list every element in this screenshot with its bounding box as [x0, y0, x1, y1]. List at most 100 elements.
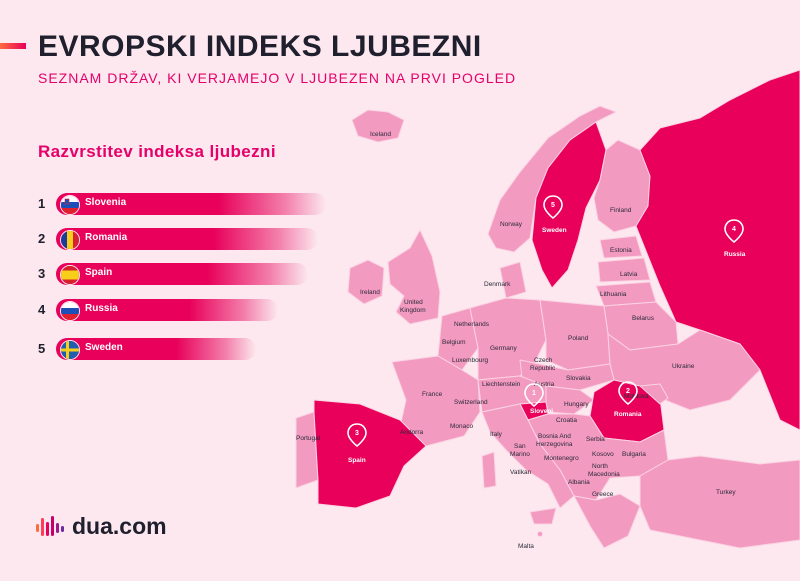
- map-label-germany: Germany: [490, 345, 517, 352]
- map-pin-spain[interactable]: 3: [347, 423, 367, 448]
- ranking-title: Razvrstitev indeksa ljubezni: [38, 142, 276, 161]
- map-label-czech-line2: Republic: [530, 365, 556, 372]
- ranking-bar: [56, 299, 278, 321]
- map-pin-romania[interactable]: 2: [618, 381, 638, 406]
- ranking-number: 4: [38, 302, 46, 317]
- map-pin-slovenia-number: 1: [532, 390, 536, 397]
- slovenia-flag-icon: [60, 195, 80, 215]
- map-pin-slovenia[interactable]: 1: [524, 383, 544, 408]
- map-label-turkey: Turkey: [716, 489, 736, 496]
- map-label-sweden: Sweden: [542, 227, 567, 234]
- map-label-france: France: [422, 391, 443, 398]
- map-pin-romania-number: 2: [626, 388, 630, 395]
- map-pin-spain-number: 3: [355, 430, 359, 437]
- map-label-greece: Greece: [592, 491, 614, 498]
- map-country-ireland: [347, 259, 385, 305]
- ranking-number: 3: [38, 266, 46, 281]
- map-country-hungary: [545, 385, 595, 415]
- ranking-row: 5 Sweden: [38, 338, 298, 360]
- ranking-row: 1 Slovenia: [38, 193, 326, 215]
- map-label-belarus: Belarus: [632, 315, 655, 322]
- ranking-country: Spain: [85, 267, 113, 278]
- map-label-bulgaria: Bulgaria: [622, 451, 646, 458]
- map-label-poland: Poland: [568, 335, 589, 342]
- ranking-row: 2 Romania: [38, 228, 318, 250]
- map-label-liechtenstein: Liechtenstein: [482, 381, 521, 388]
- ranking-row: 3 Spain: [38, 263, 308, 285]
- ranking-bar: [56, 338, 256, 360]
- ranking-country: Sweden: [85, 342, 123, 353]
- map-label-north-macedonia-line2: Macedonia: [588, 471, 620, 478]
- russia-flag-icon: [60, 301, 80, 321]
- map-label-latvia: Latvia: [620, 271, 638, 278]
- ranking-country: Slovenia: [85, 197, 127, 208]
- map-label-luxembourg: Luxembourg: [452, 357, 489, 364]
- spain-flag-icon: [60, 265, 80, 285]
- ranking-bar: [56, 228, 318, 250]
- map-country-moldova: [639, 383, 669, 405]
- map-label-andorra: Andorra: [400, 429, 424, 436]
- page-title: EVROPSKI INDEKS LJUBEZNI: [38, 30, 482, 63]
- map-label-montenegro: Montenegro: [544, 455, 579, 462]
- map-label-spain: Spain: [348, 457, 366, 464]
- map-label-belgium: Belgium: [442, 339, 465, 346]
- map-label-serbia: Serbia: [586, 436, 605, 443]
- map-pin-sweden[interactable]: 5: [543, 195, 563, 220]
- map-label-romania: Romania: [614, 411, 642, 418]
- ranking-country: Romania: [85, 232, 128, 243]
- map-label-san-marino-line1: San: [514, 443, 526, 450]
- map-label-uk-line1: United: [404, 299, 423, 306]
- map-country-france: [391, 355, 481, 447]
- page-subtitle: SEZNAM DRŽAV, KI VERJAMEJO V LJUBEZEN NA…: [38, 70, 517, 86]
- ranking-country: Russia: [85, 303, 118, 314]
- map-pin-russia[interactable]: 4: [724, 219, 744, 244]
- map-label-monaco: Monaco: [450, 423, 474, 430]
- map-country-spain: [313, 399, 427, 509]
- map-island-sardinia: [481, 451, 497, 489]
- map-label-czech-line1: Czech: [534, 357, 553, 364]
- map-country-denmark: [499, 261, 527, 299]
- map-label-estonia: Estonia: [610, 247, 632, 254]
- map-label-albania: Albania: [568, 479, 590, 486]
- map-pin-russia-number: 4: [732, 226, 736, 233]
- map-label-hungary: Hungary: [564, 401, 589, 408]
- map-label-italy: Italy: [490, 431, 503, 438]
- map-label-malta: Malta: [518, 543, 534, 550]
- map-country-malta: [537, 531, 543, 537]
- map-label-denmark: Denmark: [484, 281, 511, 288]
- ranking-number: 2: [38, 231, 46, 246]
- map-label-iceland: Iceland: [370, 131, 391, 138]
- map-country-italy: [481, 403, 575, 509]
- map-country-iceland: [351, 109, 405, 143]
- map-label-finland: Finland: [610, 207, 632, 214]
- map-pin-sweden-number: 5: [551, 202, 555, 209]
- map-label-vatikan: Vatikan: [510, 469, 532, 476]
- map-label-uk-line2: Kingdom: [400, 307, 426, 314]
- map-label-moldova: Moldova: [624, 393, 649, 400]
- map-label-switzerland: Switzerland: [454, 399, 488, 406]
- map-label-portugal: Portugal: [296, 435, 321, 442]
- ranking-number: 1: [38, 196, 46, 211]
- map-label-lithuania: Lithuania: [600, 291, 627, 298]
- map-label-norway: Norway: [500, 221, 523, 228]
- map-label-austria: Austria: [534, 381, 555, 388]
- map-country-sweden: [531, 121, 607, 289]
- ranking-row: 4 Russia: [38, 299, 298, 321]
- map-label-bosnia-line2: Herzegovina: [536, 441, 573, 448]
- dua-logo-icon: [36, 515, 64, 536]
- map-country-uk: [387, 229, 441, 325]
- ranking-number: 5: [38, 341, 46, 356]
- title-accent-bar: [0, 43, 26, 49]
- map-label-ireland: Ireland: [360, 289, 380, 296]
- map-label-slovenia: Sloveni: [530, 408, 553, 415]
- map-country-greece: [573, 493, 641, 549]
- map-country-turkey: [639, 455, 800, 549]
- ranking-bar: [56, 193, 326, 215]
- map-label-kosovo: Kosovo: [592, 451, 614, 458]
- map-label-bosnia-line1: Bosnia And: [538, 433, 571, 440]
- map-label-croatia: Croatia: [556, 417, 577, 424]
- dua-logo[interactable]: dua.com: [36, 513, 167, 540]
- map-label-north-macedonia-line1: North: [592, 463, 608, 470]
- map-country-benelux: [437, 307, 479, 371]
- map-label-russia: Russia: [724, 251, 746, 258]
